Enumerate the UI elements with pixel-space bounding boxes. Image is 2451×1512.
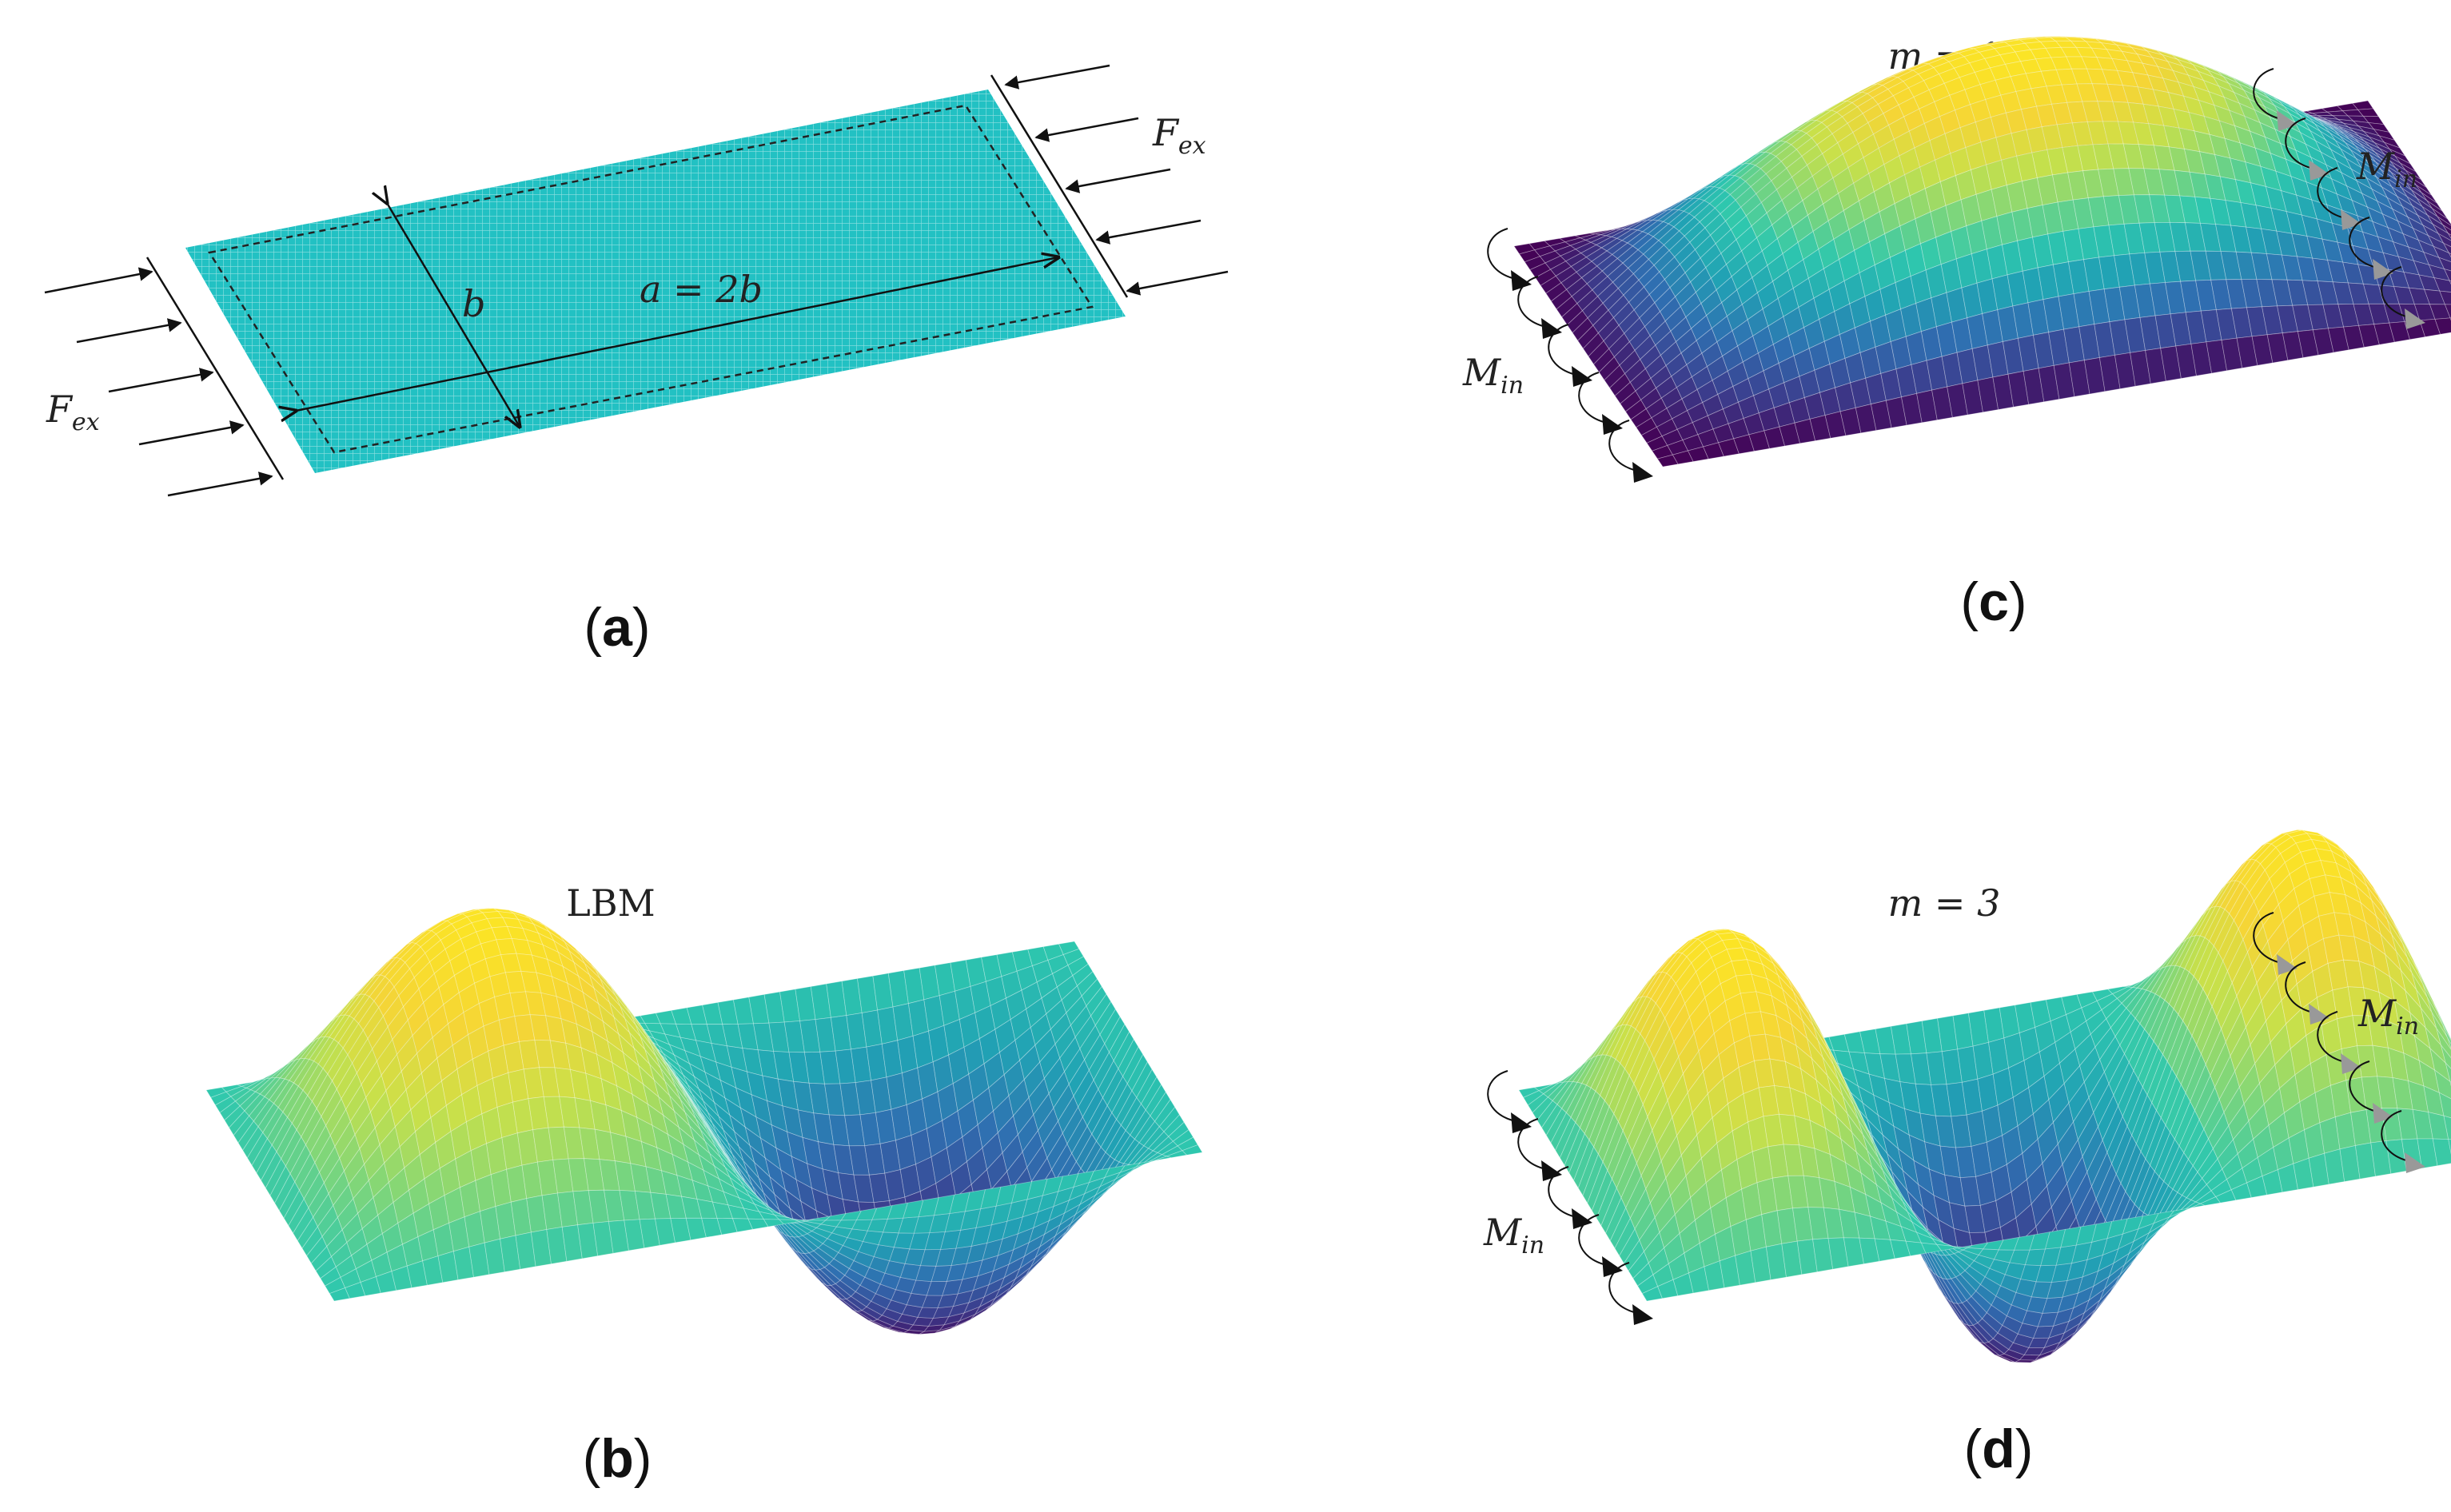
moment-arrow (1578, 1214, 1604, 1265)
surface-cell (2443, 1115, 2451, 1140)
moment-arrowhead (1632, 462, 1653, 483)
moment-arrowhead (1541, 1160, 1562, 1181)
dimension-b-label: b (462, 282, 485, 325)
surface-b (205, 908, 1203, 1335)
panel-d: m = 3 Min Min (d) (1483, 829, 2451, 1479)
moment-arrowhead (1511, 270, 1532, 291)
moment-arrows-c (1487, 68, 2425, 483)
support-line-left (145, 257, 285, 480)
surface-cell (2445, 1061, 2451, 1083)
moment-arrow (2381, 1110, 2407, 1161)
moment-arrow (2285, 961, 2311, 1013)
moment-arrow (2317, 167, 2343, 218)
moment-arrowhead (1541, 318, 1562, 339)
surface-cell (2444, 304, 2451, 319)
surface-cell (2432, 208, 2451, 226)
moment-arrow (2285, 117, 2311, 169)
surface-cell (2432, 1138, 2451, 1167)
surface-cell (2442, 1025, 2451, 1044)
moment-label-left-c: Min (1462, 351, 1524, 400)
moment-arrow (2253, 912, 2279, 963)
moment-arrow (1548, 1166, 1574, 1217)
panel-c: m = 1 Min Min (c) (1462, 34, 2451, 632)
surface-cell (2433, 245, 2451, 263)
moment-arrow (1578, 372, 1604, 423)
surface-cell (2448, 252, 2451, 258)
caption-d: (d) (1964, 1418, 2034, 1479)
moment-arrow (1548, 324, 1574, 375)
surface-cell (2448, 233, 2451, 239)
surface-cell (2438, 1092, 2451, 1119)
surface-cell (2448, 1139, 2451, 1155)
moment-arrowhead (1572, 366, 1592, 387)
surface-cell (2439, 290, 2451, 305)
surface-cell (2443, 268, 2451, 281)
support-line-right (990, 74, 1129, 298)
moment-arrow (1608, 420, 1635, 471)
moment-arrowhead (1602, 1256, 1623, 1277)
moment-arrow (1608, 1262, 1635, 1313)
moment-arrowhead (2405, 1152, 2425, 1173)
moment-arrow (1487, 1070, 1513, 1121)
surface-c (1513, 36, 2451, 468)
moment-arrowhead (1602, 414, 1623, 435)
surface-cell (2433, 277, 2451, 292)
caption-c: (c) (1960, 571, 2027, 632)
surface-cell (2442, 242, 2451, 255)
surface-cell (2447, 1037, 2451, 1049)
moment-label-right-c: Min (2356, 145, 2417, 193)
surface-cell (2436, 1028, 2451, 1059)
moment-arrowhead (2405, 308, 2425, 329)
surface-cell (2438, 257, 2451, 272)
moment-arrow (2349, 217, 2375, 268)
caption-a: (a) (584, 597, 650, 658)
surface-d (1518, 829, 2451, 1363)
surface-cell (2434, 1069, 2451, 1100)
force-arrows-right (1004, 64, 1229, 296)
surface-cell (2437, 233, 2451, 248)
moment-arrow (1517, 1118, 1544, 1169)
moment-arrows-d (1487, 912, 2425, 1325)
surface-cell (2441, 1044, 2451, 1069)
moment-arrow (1487, 228, 1513, 279)
moment-arrow (2253, 68, 2279, 119)
surface-cell (2433, 1002, 2451, 1040)
surface-cell (2431, 1012, 2451, 1050)
moment-arrow (2317, 1011, 2343, 1062)
force-label-left: Fex (46, 388, 100, 436)
panel-b: LBM (b) (205, 881, 1203, 1489)
moment-label-right-d: Min (2357, 992, 2419, 1040)
moment-arrow (2349, 1060, 2375, 1112)
force-arrows-left (44, 267, 273, 497)
panel-b-title: LBM (566, 881, 655, 925)
dimension-a-label: a = 2b (640, 268, 763, 311)
dimension-a-line (296, 257, 1058, 411)
surface-cell (2442, 225, 2451, 236)
surface-cell (2437, 1013, 2451, 1041)
force-label-right: Fex (1152, 111, 1206, 160)
moment-arrow (2381, 266, 2407, 317)
panel-d-title: m = 3 (1888, 881, 2001, 925)
surface-cell (2434, 317, 2451, 335)
surface-cell (2437, 216, 2451, 231)
surface-cell (1182, 1144, 1203, 1156)
moment-arrowhead (1572, 1208, 1592, 1229)
moment-arrowhead (1511, 1112, 1532, 1133)
moment-arrowhead (1632, 1304, 1653, 1325)
moment-label-left-d: Min (1483, 1211, 1544, 1259)
caption-b: (b) (583, 1428, 652, 1489)
panel-a: Fex Fex b a = 2b (a) (44, 64, 1229, 658)
surface-cell (2432, 223, 2451, 241)
moment-arrow (1517, 276, 1544, 327)
